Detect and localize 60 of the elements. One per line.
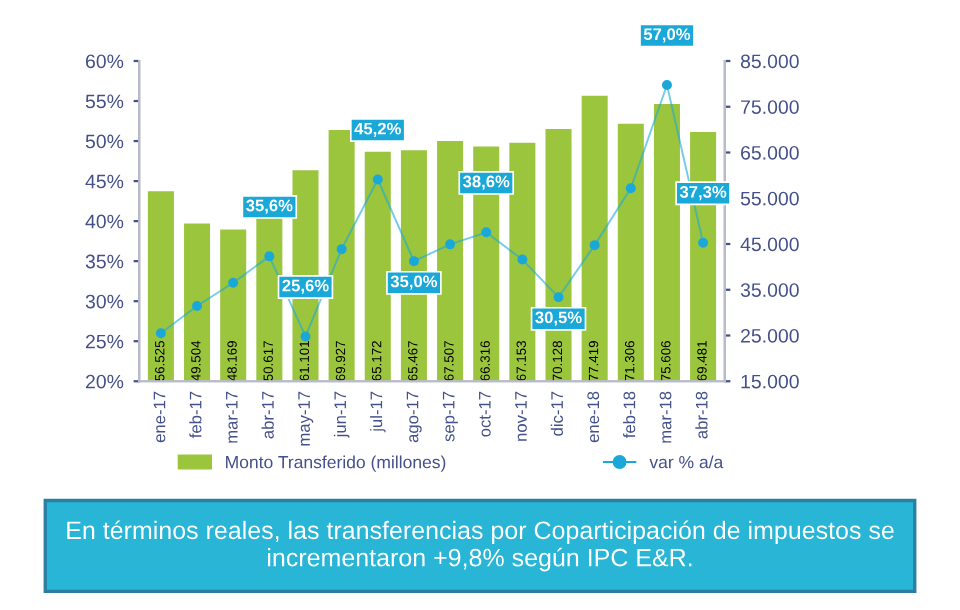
- point: [228, 277, 239, 288]
- data-label: 38,6%: [462, 175, 510, 190]
- x-tick-label: ene-17: [153, 391, 166, 443]
- y-tick-label: 55%: [85, 94, 124, 109]
- y-tick-label: 25%: [85, 334, 124, 349]
- x-tick-label: abr-18: [695, 391, 708, 439]
- legend-label: var % a/a: [649, 455, 724, 469]
- point: [264, 251, 275, 262]
- text: En términos reales, las transferencias por Coparticipación de impuestos se incrementaron +9,8% según IPC E&R.: [67, 520, 894, 572]
- x-tick-label: ene-18: [587, 391, 600, 443]
- y2-tick-label: 75.000: [741, 100, 799, 114]
- data-label: 30,5%: [535, 311, 582, 326]
- x-tick-label: may-17: [298, 391, 314, 446]
- point: [155, 328, 166, 339]
- x-tick-label: jun-17: [333, 391, 350, 438]
- data-label: 57,0%: [643, 28, 691, 43]
- x-tick-label: abr-17: [261, 391, 274, 439]
- y-tick-label: 30%: [85, 294, 124, 309]
- x-tick-label: nov-17: [515, 391, 527, 441]
- point: [408, 256, 419, 267]
- point: [481, 227, 492, 238]
- data-label: 35,6%: [246, 199, 293, 214]
- point: [372, 174, 383, 185]
- data-label: 25,6%: [282, 279, 329, 294]
- data-label: 37,3%: [679, 185, 727, 201]
- y-tick-label: 20%: [85, 374, 124, 389]
- x-tick-label: mar-18: [659, 391, 672, 443]
- point: [300, 331, 311, 342]
- y2-tick-label: 35.000: [740, 283, 799, 297]
- point: [589, 240, 600, 251]
- x-tick-label: jul-17: [370, 391, 386, 433]
- data-label: 35,0%: [390, 275, 438, 290]
- point: [661, 80, 672, 91]
- x-tick-label: ago-17: [406, 391, 422, 443]
- y-tick-label: 45%: [85, 174, 124, 189]
- point: [698, 237, 709, 248]
- point: [192, 300, 203, 311]
- x-tick-label: oct-17: [479, 391, 491, 437]
- y2-tick-label: 85.000: [740, 54, 799, 69]
- point: [445, 239, 456, 250]
- y-tick-label: 40%: [85, 214, 124, 229]
- x-tick-label: dic-17: [550, 391, 563, 436]
- x-tick-label: mar-17: [226, 391, 238, 443]
- point: [625, 183, 636, 194]
- y2-tick-label: 25.000: [741, 328, 799, 343]
- y2-tick-label: 15.000: [741, 374, 799, 389]
- y-tick-label: 50%: [85, 134, 124, 149]
- y2-tick-label: 55.000: [740, 191, 799, 206]
- y-tick-label: 35%: [85, 254, 124, 269]
- legend-label: Monto Transferido (millones): [226, 455, 446, 472]
- point: [517, 254, 528, 265]
- x-tick-label: feb-18: [623, 391, 636, 438]
- x-tick-label: sep-17: [442, 391, 458, 442]
- data-label: 45,2%: [354, 122, 401, 137]
- point: [553, 292, 564, 303]
- y2-tick-label: 45.000: [740, 237, 799, 252]
- y2-tick-label: 65.000: [741, 145, 799, 160]
- x-tick-label: feb-17: [189, 391, 202, 438]
- y-tick-label: 60%: [85, 54, 124, 69]
- point: [336, 244, 347, 255]
